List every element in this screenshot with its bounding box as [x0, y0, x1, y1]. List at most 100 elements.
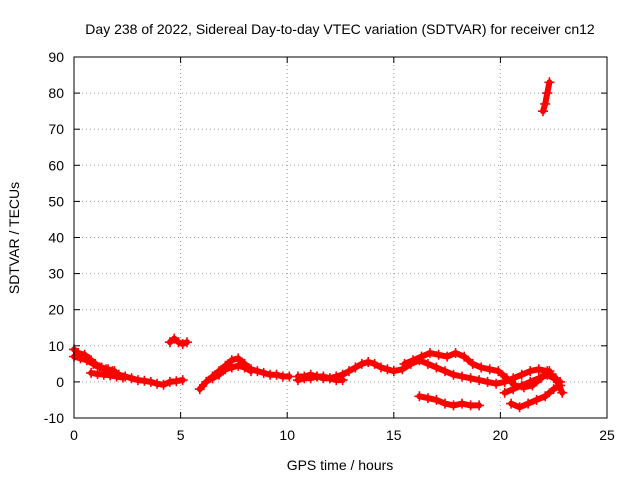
data-point: [425, 348, 435, 358]
data-point: [506, 398, 517, 409]
x-tick-label: 10: [279, 427, 295, 443]
x-tick-label: 5: [177, 427, 185, 443]
y-tick-label: 90: [48, 49, 64, 65]
data-point: [376, 362, 386, 373]
data-point: [482, 376, 493, 387]
data-point: [450, 348, 461, 358]
data-point: [220, 364, 231, 375]
chart-title: Day 238 of 2022, Sidereal Day-to-day VTE…: [85, 21, 595, 37]
data-point: [152, 378, 163, 389]
data-point: [118, 372, 128, 383]
data-point: [491, 378, 502, 389]
data-point: [484, 364, 495, 375]
data-point: [111, 371, 122, 382]
data-point: [467, 358, 478, 369]
data-point: [544, 77, 555, 88]
data-point: [177, 339, 188, 349]
data-point: [284, 371, 295, 382]
data-point: [448, 369, 459, 380]
data-point: [514, 402, 525, 413]
x-tick-label: 20: [493, 427, 509, 443]
data-point: [474, 400, 485, 411]
data-point: [271, 369, 282, 380]
data-point: [356, 358, 367, 369]
data-point: [538, 106, 548, 117]
data-point: [324, 373, 335, 384]
data-point: [457, 371, 467, 382]
data-point: [508, 384, 519, 395]
data-point: [318, 371, 329, 382]
data-point: [382, 364, 393, 375]
data-point: [440, 398, 450, 409]
y-tick-label: -10: [44, 410, 64, 426]
data-point: [433, 349, 444, 360]
series-track-8: [292, 369, 348, 386]
x-tick-label: 0: [70, 427, 78, 443]
data-point: [139, 375, 150, 386]
grid: [74, 57, 607, 418]
data-point: [126, 373, 137, 384]
data-point: [548, 373, 559, 384]
data-point: [171, 376, 182, 387]
data-point: [414, 391, 425, 402]
series-track-6: [207, 360, 256, 384]
y-tick-label: 70: [48, 121, 64, 137]
data-point: [337, 375, 348, 386]
data-point: [457, 398, 467, 409]
x-tick-label: 15: [386, 427, 402, 443]
data-point: [465, 400, 476, 411]
data-point: [499, 387, 510, 398]
series-track-14: [538, 77, 555, 117]
data-point: [416, 351, 427, 362]
data-point: [448, 400, 459, 411]
data-point: [548, 384, 559, 395]
data-point: [540, 391, 551, 402]
data-point: [440, 366, 450, 377]
data-point: [516, 369, 527, 380]
data-point: [158, 379, 169, 390]
data-point: [177, 375, 188, 386]
series-track-5: [194, 353, 295, 395]
data-point: [239, 362, 250, 373]
data-point: [555, 376, 566, 387]
data-point: [305, 369, 316, 380]
y-tick-label: 0: [56, 374, 64, 390]
data-point: [476, 362, 487, 373]
data-point: [86, 367, 97, 378]
data-point: [501, 373, 512, 384]
data-point: [493, 366, 504, 377]
data-point: [258, 367, 269, 378]
data-point: [369, 358, 380, 369]
data-point: [542, 88, 553, 99]
data-point: [299, 371, 310, 382]
data-point: [173, 337, 184, 348]
data-point: [344, 366, 354, 377]
series-track-12: [506, 380, 566, 413]
data-point: [214, 369, 224, 380]
plot-frame: [73, 56, 608, 419]
data-point: [431, 362, 442, 373]
data-point: [363, 357, 374, 367]
y-tick-label: 10: [48, 338, 64, 354]
data-point: [90, 358, 101, 369]
data-point: [442, 351, 453, 362]
data-series: [69, 77, 568, 413]
data-point: [531, 394, 542, 405]
y-tick-label: 80: [48, 85, 64, 101]
data-point: [399, 358, 410, 369]
y-tick-label: 20: [48, 302, 64, 318]
data-point: [474, 375, 485, 386]
y-tick-label: 50: [48, 193, 64, 209]
data-point: [226, 362, 237, 373]
data-point: [540, 98, 551, 109]
data-point: [194, 384, 205, 395]
x-tick-label: 25: [599, 427, 615, 443]
data-point: [79, 349, 90, 360]
data-point: [422, 393, 433, 404]
data-point: [516, 380, 527, 391]
data-point: [207, 373, 218, 384]
data-point: [201, 376, 212, 387]
data-point: [350, 362, 361, 373]
data-point: [145, 376, 156, 387]
